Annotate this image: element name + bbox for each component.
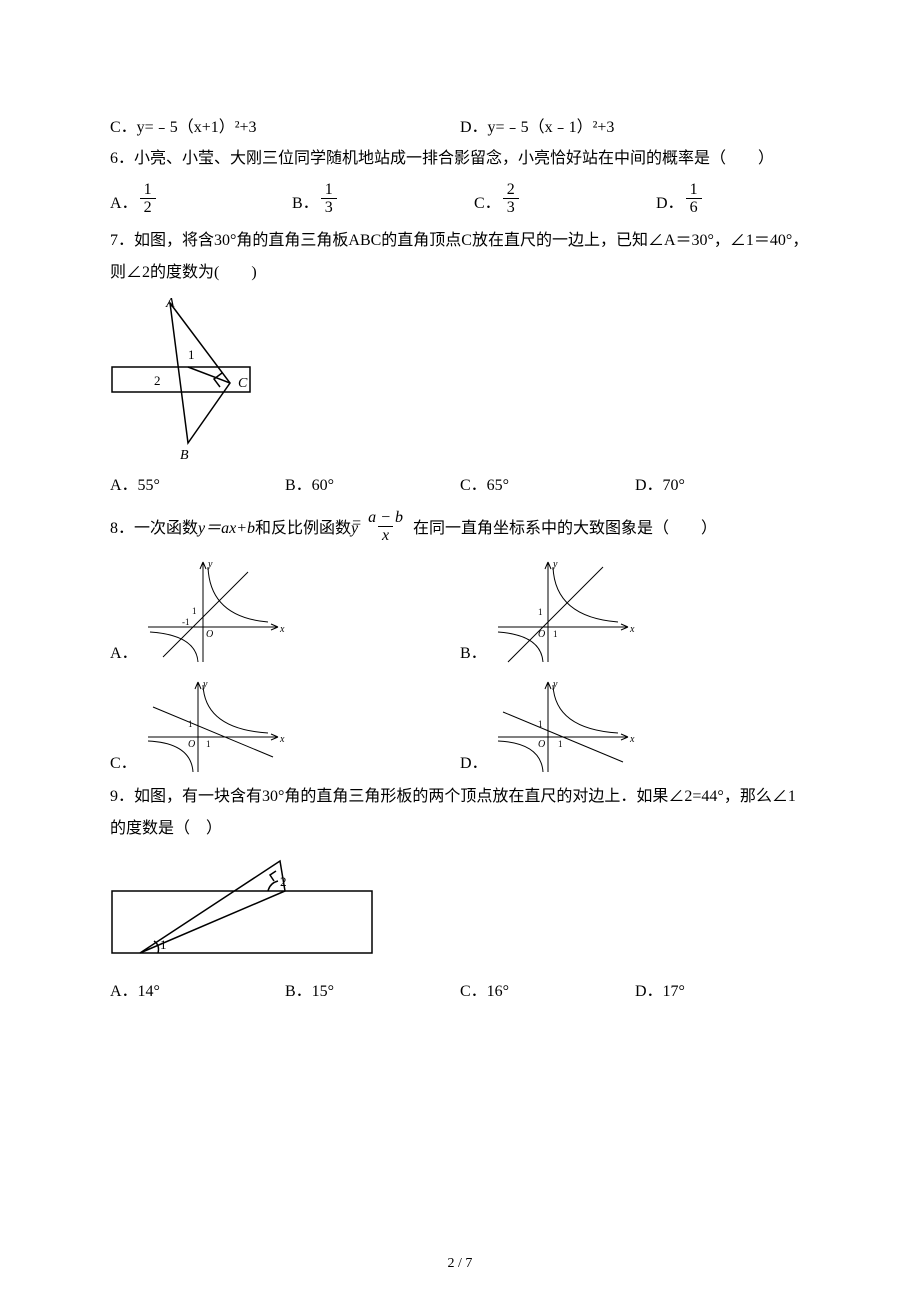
- q6-frac-a: 1 2: [140, 181, 156, 217]
- q6-opt-d: D． 1 6: [656, 183, 810, 219]
- q6-frac-d: 1 6: [686, 181, 702, 217]
- q9-label-1: 1: [160, 937, 167, 952]
- q8-stem: 8．一次函数y＝ax+b和反比例函数y = a − b x 在同一直角坐标系中的…: [110, 511, 810, 547]
- axis-y: y: [202, 679, 208, 690]
- frac-den: 3: [321, 198, 337, 217]
- q9-figure: 2 1: [110, 851, 810, 976]
- q6-options: A． 1 2 B． 1 3 C． 2 3 D． 1 6: [110, 183, 810, 219]
- q8-graph-c-cell: C． x y O: [110, 677, 460, 777]
- tick-x1: 1: [553, 629, 558, 639]
- q6-stem: 6．小亮、小莹、大刚三位同学随机地站成一排合影留念，小亮恰好站在中间的概率是（ …: [110, 143, 810, 175]
- origin: O: [188, 739, 195, 750]
- q7-label-A: A: [165, 296, 175, 311]
- frac-num: 1: [140, 181, 156, 199]
- q7-svg: A C B 1 2: [110, 295, 300, 465]
- tick-y1: 1: [188, 719, 193, 729]
- frac-num: 2: [503, 181, 519, 199]
- q6-frac-b: 1 3: [321, 181, 337, 217]
- q8-frac-den: x: [378, 526, 393, 545]
- q8-graphs-row2: C． x y O: [110, 677, 810, 777]
- q7-label-C: C: [238, 376, 248, 391]
- tick-x1: 1: [206, 739, 211, 749]
- q6-frac-c: 2 3: [503, 181, 519, 217]
- q7-stem: 7．如图，将含30°角的直角三角板ABC的直角顶点C放在直尺的一边上，已知∠A＝…: [110, 225, 810, 289]
- q9-opt-a: A．14°: [110, 978, 285, 1007]
- tick-y1: 1: [538, 719, 543, 729]
- q8-graph-d: x y O 1 1: [488, 677, 638, 777]
- q6-opt-c-label: C．: [474, 190, 501, 219]
- frac-den: 6: [686, 198, 702, 217]
- q8-frac-top: = a − b: [364, 509, 407, 527]
- origin: O: [206, 629, 213, 640]
- q8-graph-c: x y O 1 1: [138, 677, 288, 777]
- q8-frac: = a − b x: [364, 509, 407, 545]
- q8-mid: 和反比例函数: [255, 520, 351, 537]
- q8-graphs-row1: A． x y O: [110, 557, 810, 667]
- q7-figure: A C B 1 2: [110, 295, 810, 470]
- q5-options-row: C．y=﹣5（x+1）²+3 D．y=﹣5（x﹣1）²+3: [110, 114, 810, 143]
- q9-stem: 9．如图，有一块含有30°角的直角三角形板的两个顶点放在直尺的对边上．如果∠2=…: [110, 781, 810, 845]
- q9-opt-b: B．15°: [285, 978, 460, 1007]
- frac-num: 1: [321, 181, 337, 199]
- q6-opt-b: B． 1 3: [292, 183, 474, 219]
- q6-opt-d-label: D．: [656, 190, 684, 219]
- q7-label-2: 2: [154, 373, 161, 388]
- q7-opt-c: C．65°: [460, 472, 635, 501]
- origin: O: [538, 739, 545, 750]
- q8-pre: 8．一次函数: [110, 520, 198, 537]
- q8-graph-b-cell: B． x y O 1 1: [460, 557, 810, 667]
- q9-label-2: 2: [280, 874, 287, 889]
- q9-svg: 2 1: [110, 851, 380, 971]
- axis-x: x: [629, 734, 635, 745]
- axis-x: x: [629, 624, 635, 635]
- q7-label-1: 1: [188, 347, 195, 362]
- q8-opt-a: A．: [110, 639, 138, 667]
- q8-opt-d: D．: [460, 749, 488, 777]
- q8-graph-a-cell: A． x y O: [110, 557, 460, 667]
- axis-x: x: [279, 734, 285, 745]
- q7-label-B: B: [180, 448, 189, 463]
- origin: O: [538, 629, 545, 640]
- q8-graph-b: x y O 1 1: [488, 557, 638, 667]
- q8-graph-d-cell: D． x y O 1 1: [460, 677, 810, 777]
- q6-opt-b-label: B．: [292, 190, 319, 219]
- tick-y1: 1: [192, 606, 197, 616]
- page-number: 2 / 7: [0, 1256, 920, 1272]
- q5-opt-d: D．y=﹣5（x﹣1）²+3: [460, 114, 810, 143]
- frac-den: 2: [140, 198, 156, 217]
- tick-x1: 1: [558, 739, 563, 749]
- axis-y: y: [207, 559, 213, 570]
- q9-opt-c: C．16°: [460, 978, 635, 1007]
- q7-opt-d: D．70°: [635, 472, 810, 501]
- q9-options: A．14° B．15° C．16° D．17°: [110, 978, 810, 1007]
- q5-opt-c: C．y=﹣5（x+1）²+3: [110, 114, 460, 143]
- q8-opt-c: C．: [110, 749, 138, 777]
- frac-den: 3: [503, 198, 519, 217]
- tick-y1: 1: [538, 607, 543, 617]
- axis-y: y: [552, 679, 558, 690]
- frac-num: 1: [686, 181, 702, 199]
- tick-neg1: -1: [182, 617, 190, 627]
- q8-post: 在同一直角坐标系中的大致图象是（ ）: [413, 520, 717, 537]
- q7-opt-a: A．55°: [110, 472, 285, 501]
- q8-graph-a: x y O -1 1: [138, 557, 288, 667]
- q7-options: A．55° B．60° C．65° D．70°: [110, 472, 810, 501]
- q6-opt-c: C． 2 3: [474, 183, 656, 219]
- q6-opt-a: A． 1 2: [110, 183, 292, 219]
- q8-eq1: y＝ax+b: [198, 520, 255, 537]
- q6-opt-a-label: A．: [110, 190, 138, 219]
- axis-y: y: [552, 559, 558, 570]
- q7-opt-b: B．60°: [285, 472, 460, 501]
- q8-frac-num: a − b: [368, 509, 403, 526]
- q8-opt-b: B．: [460, 639, 488, 667]
- axis-x: x: [279, 624, 285, 635]
- exam-page: C．y=﹣5（x+1）²+3 D．y=﹣5（x﹣1）²+3 6．小亮、小莹、大刚…: [0, 0, 920, 1302]
- q9-opt-d: D．17°: [635, 978, 810, 1007]
